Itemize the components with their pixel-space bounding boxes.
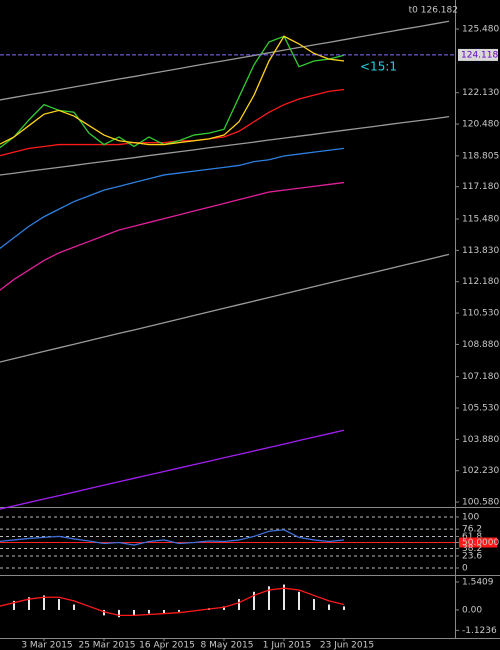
- price-label: 124.118: [461, 50, 498, 60]
- histogram-bar: [73, 604, 75, 610]
- y-tick-label: 0.00: [462, 605, 482, 615]
- histogram-bar: [253, 591, 255, 610]
- series-line: [0, 20, 450, 101]
- histogram-bar: [133, 609, 135, 616]
- series-line: [0, 587, 345, 617]
- x-tick-label: 23 Jun 2015: [320, 641, 374, 650]
- y-tick-label: 120.480: [462, 120, 499, 130]
- series-line: [0, 529, 345, 546]
- y-tick-label: 0: [462, 564, 468, 574]
- y-tick-label: 102.230: [462, 466, 499, 476]
- x-tick-label: 1 Jun 2015: [263, 641, 311, 650]
- histogram-bar: [28, 597, 30, 610]
- y-tick-label: 76.2: [462, 525, 482, 535]
- series-line: [0, 253, 450, 363]
- histogram-bar: [328, 604, 330, 610]
- label-box: [458, 48, 498, 61]
- label-box: [459, 537, 497, 548]
- series-line: [0, 429, 345, 510]
- series-line: [0, 88, 345, 157]
- signal-label: <15:1: [360, 60, 397, 74]
- y-tick-label: 38.2: [462, 544, 482, 554]
- series-line: [0, 115, 450, 176]
- histogram-bar: [148, 609, 150, 614]
- series-line: [0, 35, 345, 149]
- y-tick-label: 103.880: [462, 435, 499, 445]
- y-tick-label: 110.530: [462, 309, 499, 319]
- series-line: [0, 147, 345, 250]
- histogram-bar: [43, 595, 45, 610]
- y-tick-label: -1.1236: [462, 626, 497, 636]
- histogram-bar: [178, 609, 180, 612]
- histogram-bar: [58, 599, 60, 610]
- x-tick-label: 16 Apr 2015: [139, 641, 195, 650]
- histogram-bar: [238, 599, 240, 610]
- y-tick-label: 1.5409: [462, 577, 494, 587]
- annotation: t0 126.182: [409, 6, 458, 16]
- histogram-bar: [313, 599, 315, 610]
- y-tick-label: 100: [462, 513, 479, 523]
- y-tick-label: 125.480: [462, 25, 499, 35]
- x-tick-label: 8 May 2015: [201, 641, 254, 650]
- y-tick-label: 107.180: [462, 372, 499, 382]
- histogram-bar: [103, 609, 105, 616]
- histogram-bar: [268, 586, 270, 610]
- series-line: [0, 181, 345, 291]
- series-line: [0, 35, 345, 146]
- y-tick-label: 61.8: [462, 532, 482, 542]
- y-tick-label: 117.180: [462, 182, 499, 192]
- histogram-bar: [343, 606, 345, 610]
- y-tick-label: 112.180: [462, 277, 499, 287]
- histogram-bar: [163, 609, 165, 614]
- x-tick-label: 3 Mar 2015: [21, 641, 72, 650]
- y-tick-label: 115.480: [462, 215, 499, 225]
- plot-area: [0, 20, 455, 618]
- y-tick-label: 113.830: [462, 246, 499, 256]
- y-tick-label: 118.805: [462, 151, 499, 161]
- x-tick-label: 25 Mar 2015: [78, 641, 135, 650]
- y-tick-label: 122.130: [462, 88, 499, 98]
- y-tick-label: 23.6: [462, 551, 482, 561]
- y-tick-label: 105.530: [462, 404, 499, 414]
- y-tick-label: 100.580: [462, 498, 499, 508]
- histogram-bar: [298, 591, 300, 610]
- y-tick-label: 108.880: [462, 340, 499, 350]
- histogram-bar: [13, 600, 15, 610]
- histogram-bar: [283, 584, 285, 610]
- histogram-bar: [223, 606, 225, 610]
- histogram-bar: [118, 609, 120, 618]
- y-tick-label: 50.0000: [462, 538, 499, 548]
